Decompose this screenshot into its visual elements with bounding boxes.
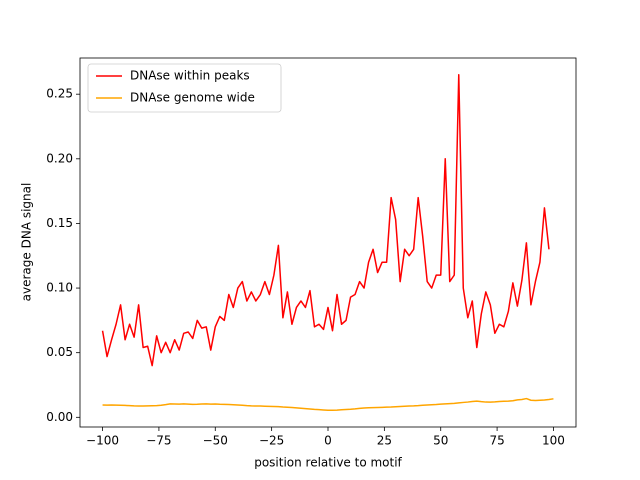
y-tick-label: 0.10 bbox=[46, 281, 73, 295]
x-tick-label: 0 bbox=[324, 434, 332, 448]
x-tick-label: 75 bbox=[489, 434, 504, 448]
y-tick-label: 0.15 bbox=[46, 216, 73, 230]
legend-label: DNAse within peaks bbox=[130, 69, 250, 83]
x-tick-label: −100 bbox=[86, 434, 119, 448]
x-tick-label: 50 bbox=[433, 434, 448, 448]
y-axis-label: average DNA signal bbox=[20, 183, 34, 302]
y-tick-label: 0.25 bbox=[46, 87, 73, 101]
y-tick-label: 0.00 bbox=[46, 410, 73, 424]
x-axis-label: position relative to motif bbox=[254, 456, 402, 470]
x-tick-label: 100 bbox=[542, 434, 565, 448]
plot-frame bbox=[79, 57, 577, 428]
legend-box bbox=[87, 63, 282, 113]
legend-label: DNAse genome wide bbox=[130, 91, 255, 105]
data-line bbox=[101, 74, 550, 367]
y-tick-label: 0.05 bbox=[46, 345, 73, 359]
x-tick-label: 25 bbox=[377, 434, 392, 448]
x-tick-label: −25 bbox=[259, 434, 284, 448]
y-tick-label: 0.20 bbox=[46, 151, 73, 165]
data-line bbox=[102, 397, 554, 411]
x-tick-label: −75 bbox=[146, 434, 171, 448]
x-tick-label: −50 bbox=[203, 434, 228, 448]
